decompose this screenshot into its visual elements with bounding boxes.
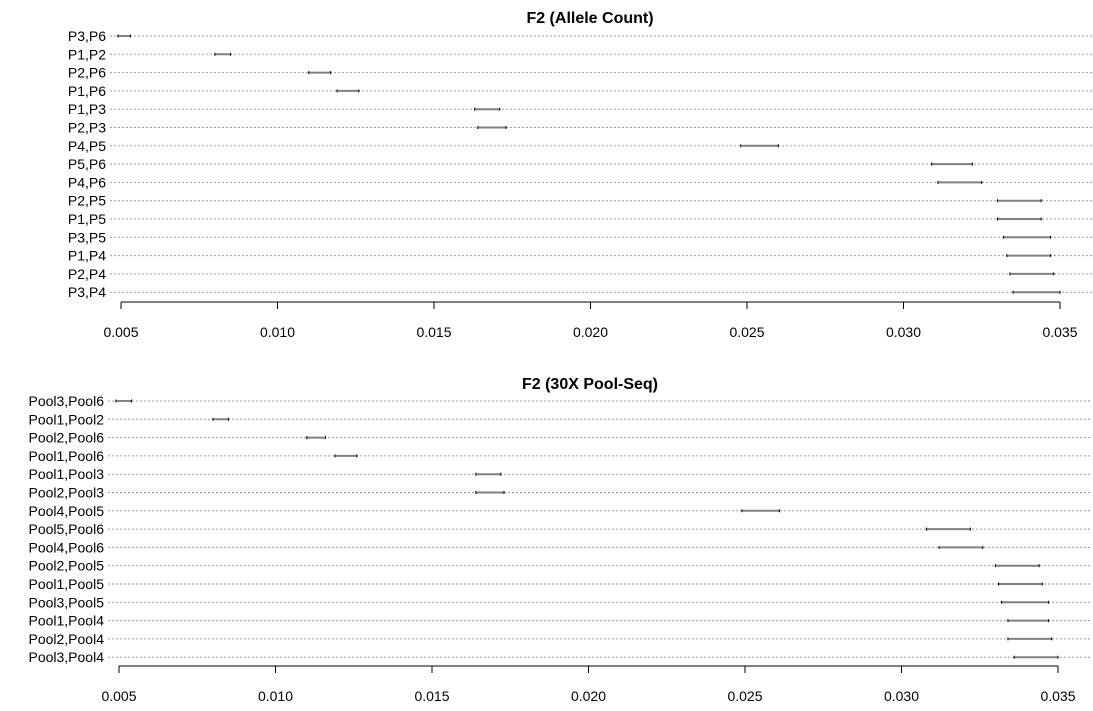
x-tick-label: 0.020 [573, 324, 608, 340]
panel-title: F2 (30X Pool-Seq) [522, 376, 658, 393]
row-label: Pool1,Pool5 [28, 576, 104, 592]
row-label: P4,P5 [68, 138, 106, 154]
x-tick-label: 0.010 [260, 324, 295, 340]
row-label: Pool4,Pool6 [28, 539, 104, 555]
row-label: P2,P3 [68, 120, 106, 136]
panel-pool-seq: F2 (30X Pool-Seq) Pool3,Pool6 Pool1,Pool2… [28, 376, 1092, 704]
row-label: Pool2,Pool6 [28, 430, 104, 446]
x-tick-label: 0.005 [103, 324, 138, 340]
row-label: Pool3,Pool4 [28, 649, 104, 665]
x-tick-label: 0.015 [414, 688, 449, 704]
row-label: Pool5,Pool6 [28, 521, 104, 537]
row-label: P1,P2 [68, 46, 106, 62]
row-label: Pool2,Pool4 [28, 631, 104, 647]
row-label: Pool2,Pool3 [28, 485, 104, 501]
x-tick-label: 0.025 [729, 324, 764, 340]
row-label: P2,P4 [68, 266, 106, 282]
x-tick-label: 0.005 [101, 688, 136, 704]
row-label: P3,P4 [68, 284, 106, 300]
row-label: P2,P6 [68, 65, 106, 81]
row-label: P4,P6 [68, 174, 106, 190]
row-label: P5,P6 [68, 156, 106, 172]
row-label: Pool1,Pool2 [28, 411, 104, 427]
row-label: Pool1,Pool6 [28, 448, 104, 464]
x-tick-label: 0.015 [416, 324, 451, 340]
row-label: Pool1,Pool4 [28, 613, 104, 629]
x-tick-label: 0.010 [258, 688, 293, 704]
row-label: P3,P6 [68, 28, 106, 44]
row-label: P3,P5 [68, 229, 106, 245]
row-label: P2,P5 [68, 193, 106, 209]
row-label: P1,P3 [68, 101, 106, 117]
x-tick-label: 0.025 [727, 688, 762, 704]
row-label: P1,P5 [68, 211, 106, 227]
row-label: P1,P6 [68, 83, 106, 99]
row-label: Pool1,Pool3 [28, 466, 104, 482]
row-label: Pool3,Pool6 [28, 393, 104, 409]
row-label: Pool4,Pool5 [28, 503, 104, 519]
x-tick-label: 0.030 [884, 688, 919, 704]
row-label: P1,P4 [68, 248, 106, 264]
panel-title: F2 (Allele Count) [526, 10, 653, 27]
row-label: Pool3,Pool5 [28, 594, 104, 610]
x-tick-label: 0.030 [886, 324, 921, 340]
x-tick-label: 0.020 [571, 688, 606, 704]
row-label: Pool2,Pool5 [28, 558, 104, 574]
panel-allele-count: F2 (Allele Count) P3,P6 P1,P2 P2,P6 P1,P6 P1… [68, 10, 1092, 340]
x-tick-label: 0.035 [1040, 688, 1075, 704]
x-tick-label: 0.035 [1042, 324, 1077, 340]
